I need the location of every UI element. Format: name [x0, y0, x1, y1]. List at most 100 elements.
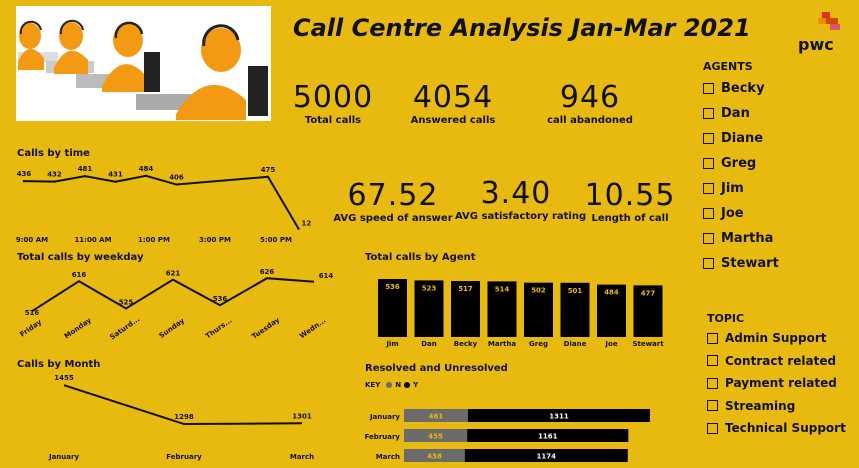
calls-by-weekday-chart: 516 616 525 621 536 626 614 Friday Monday Saturd.…: [19, 268, 334, 341]
calls-by-weekday-title: Total calls by weekday: [17, 252, 144, 263]
x-tick-label: January: [48, 453, 79, 461]
resolved-legend: KEY N Y: [365, 381, 418, 389]
agent-filter-label: Joe: [721, 206, 744, 221]
checkbox[interactable]: [707, 332, 718, 344]
x-tick-label: March: [290, 453, 314, 461]
checkbox[interactable]: [703, 108, 714, 119]
x-tick-label: Friday: [19, 318, 44, 339]
data-label: 1311: [549, 413, 569, 421]
agent-figure-1: [18, 20, 58, 70]
data-label: 406: [169, 174, 184, 182]
agent-filter-label: Becky: [721, 81, 765, 96]
resolved-title: Resolved and Unresolved: [365, 363, 508, 374]
checkbox[interactable]: [703, 133, 714, 144]
topic-filter-payment-related[interactable]: Payment related: [707, 372, 846, 395]
topic-filter-label: Admin Support: [725, 331, 827, 346]
data-label: 431: [108, 171, 123, 179]
svg-text:pwc: pwc: [798, 35, 834, 54]
kpi-value: 4054: [412, 80, 494, 115]
data-label: 1298: [174, 413, 194, 421]
checkbox[interactable]: [703, 158, 714, 169]
unresolved-bar: [404, 409, 468, 422]
x-tick-label: Wedn...: [298, 316, 327, 340]
agent-filter-dan[interactable]: Dan: [703, 101, 779, 126]
agent-filter-diane[interactable]: Diane: [703, 126, 779, 151]
kpi-label: Total calls: [304, 115, 362, 126]
agent-filter-label: Jim: [721, 181, 744, 196]
checkbox[interactable]: [703, 233, 714, 244]
x-tick-label: Tuesday: [250, 316, 281, 341]
checkbox[interactable]: [707, 422, 718, 434]
calls-by-month-chart: 1455 1298 1301 January February March: [48, 374, 314, 461]
kpi-value: 67.52: [347, 178, 439, 213]
data-point: [53, 180, 56, 183]
data-label: 536: [213, 295, 228, 303]
x-tick-label: Sunday: [158, 316, 187, 339]
data-label: 1455: [54, 374, 74, 382]
agent-filter-label: Dan: [721, 106, 750, 121]
data-label: 501: [568, 287, 583, 295]
x-tick-label: Saturd...: [108, 315, 141, 341]
data-point: [83, 174, 87, 178]
kpi-label: call abandoned: [547, 115, 633, 126]
topic-filter-label: Streaming: [725, 398, 796, 413]
data-point: [175, 183, 178, 186]
data-point: [114, 180, 117, 183]
checkbox[interactable]: [703, 83, 714, 94]
agent-filter-greg[interactable]: Greg: [703, 151, 779, 176]
agent-filter-becky[interactable]: Becky: [703, 76, 779, 101]
x-tick-label: Martha: [488, 340, 516, 348]
x-tick-label: 11:00 AM: [74, 236, 111, 244]
topic-filter-streaming[interactable]: Streaming: [707, 395, 846, 418]
x-tick-label: Diane: [564, 340, 587, 348]
agent-filter-joe[interactable]: Joe: [703, 201, 779, 226]
checkbox[interactable]: [703, 208, 714, 219]
calls-by-month-title: Calls by Month: [17, 359, 101, 370]
data-label: 523: [422, 284, 437, 292]
agent-filter-jim[interactable]: Jim: [703, 176, 779, 201]
agent-filter-label: Stewart: [721, 256, 779, 271]
data-label: 621: [166, 270, 181, 278]
x-tick-label: Joe: [604, 340, 617, 348]
y-tick-label: March: [376, 453, 400, 461]
checkbox[interactable]: [707, 400, 718, 412]
agent-figure-4: [136, 24, 268, 120]
topic-filter-technical-support[interactable]: Technical Support: [707, 417, 846, 440]
unresolved-bar: [404, 429, 468, 442]
data-label: 484: [139, 165, 154, 173]
calls-by-agent-chart: 536 Jim 523 Dan 517 Becky 514 Martha 502 Greg 501 D…: [378, 279, 664, 348]
y-tick-label: January: [369, 413, 400, 421]
data-label: 616: [72, 271, 87, 279]
x-tick-label: Becky: [454, 340, 478, 348]
data-label: 525: [119, 299, 134, 307]
agents-slicer-title: AGENTS: [703, 60, 753, 73]
x-tick-label: Stewart: [632, 340, 664, 348]
data-label: 1174: [537, 453, 557, 461]
calls-by-weekday-line: [31, 277, 315, 313]
checkbox[interactable]: [707, 355, 718, 367]
checkbox[interactable]: [703, 183, 714, 194]
x-tick-label: Greg: [529, 340, 548, 348]
agent-bar: [487, 281, 517, 337]
legend-n-label: N: [395, 381, 402, 389]
data-label: 477: [641, 289, 656, 297]
agent-filter-label: Martha: [721, 231, 774, 246]
topic-slicer: TOPIC Admin Support Contract related Payme…: [707, 312, 846, 440]
data-label: 484: [604, 289, 619, 297]
pwc-logo: pwc: [796, 8, 842, 54]
agent-filter-martha[interactable]: Martha: [703, 226, 779, 251]
data-label: 1161: [538, 433, 558, 441]
topic-filter-contract-related[interactable]: Contract related: [707, 350, 846, 373]
data-label: 436: [17, 170, 32, 178]
topic-filter-admin-support[interactable]: Admin Support: [707, 327, 846, 350]
checkbox[interactable]: [707, 377, 718, 389]
legend-n-dot: [386, 382, 393, 388]
agents-slicer: AGENTS Becky Dan Diane Greg Jim Joe Martha Stew…: [703, 60, 779, 276]
kpi-value: 10.55: [584, 178, 676, 213]
kpi-label: AVG speed of answer: [333, 213, 453, 224]
kpi-calls-abandoned: 946 call abandoned: [540, 80, 640, 126]
agent-bar: [633, 285, 663, 337]
kpi-label: Length of call: [591, 213, 669, 224]
checkbox[interactable]: [703, 258, 714, 269]
agent-filter-stewart[interactable]: Stewart: [703, 251, 779, 276]
